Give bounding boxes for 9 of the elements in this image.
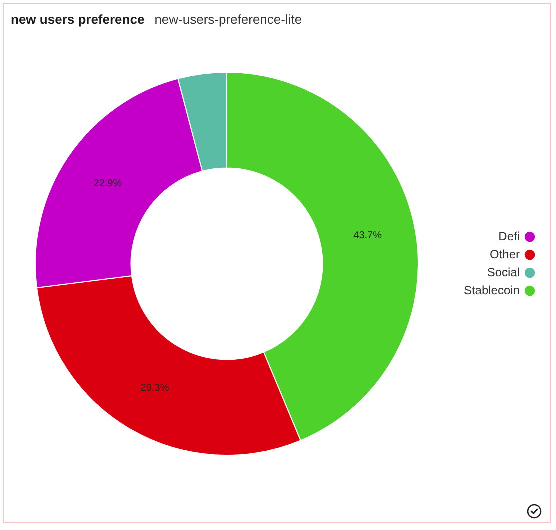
chart-title: new users preference xyxy=(11,12,145,27)
legend-label: Other xyxy=(490,247,520,262)
data-label: 22.9% xyxy=(94,178,122,190)
data-label: 43.7% xyxy=(354,230,382,242)
legend-label: Defi xyxy=(498,229,520,244)
data-label: 29.3% xyxy=(140,383,170,394)
legend-label: Social xyxy=(487,265,520,280)
legend-label: Stablecoin xyxy=(464,283,520,298)
chart-subtitle: new-users-preference-lite xyxy=(154,12,302,27)
